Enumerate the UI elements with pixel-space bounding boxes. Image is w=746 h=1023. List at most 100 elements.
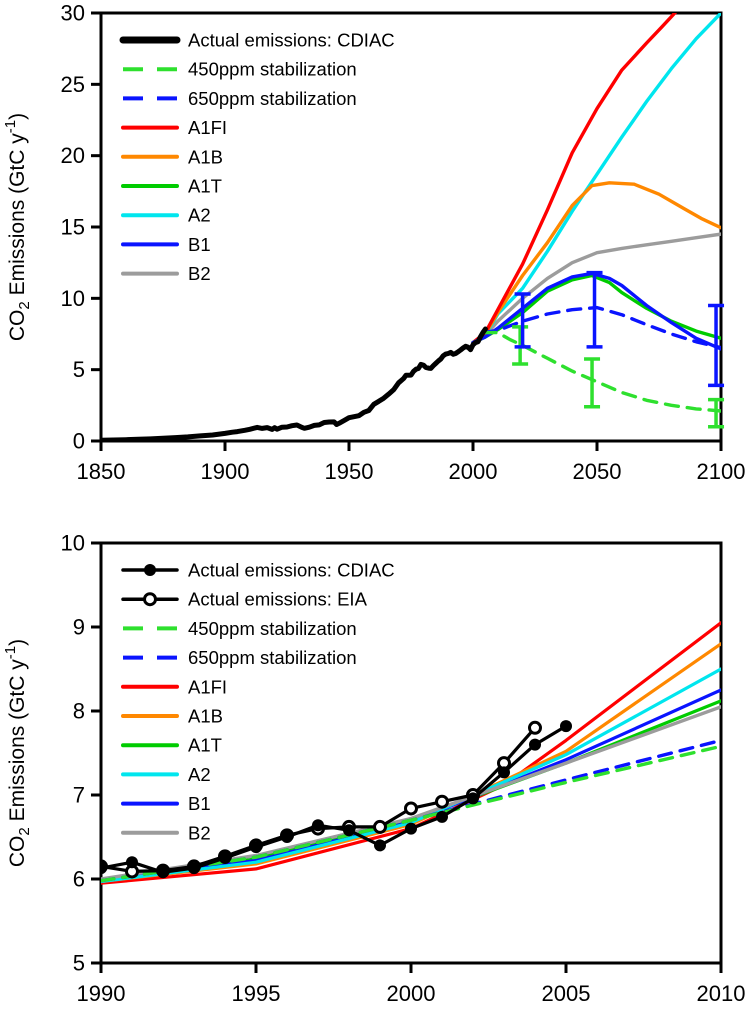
b2-line bbox=[471, 232, 721, 345]
actual-emissions-cdiac-line bbox=[101, 326, 488, 441]
legend-label: A1FI bbox=[188, 676, 227, 697]
450ppm-stabilization-line bbox=[481, 330, 721, 413]
bottom-panel-y-tick-label: 9 bbox=[73, 615, 85, 640]
legend-label: 650ppm stabilization bbox=[188, 88, 357, 109]
actual-emissions-cdiac-marker bbox=[219, 852, 231, 864]
bottom-panel-x-tick-label: 2010 bbox=[697, 981, 746, 1006]
bottom-panel-x-tick-label: 1995 bbox=[232, 981, 281, 1006]
legend-item-b1: B1 bbox=[121, 234, 211, 255]
error-bar bbox=[708, 303, 725, 388]
legend-item-a2: A2 bbox=[121, 764, 211, 785]
bottom-panel-y-tick-label: 10 bbox=[61, 531, 85, 556]
legend-swatch-filled-circle bbox=[144, 564, 156, 576]
bottom-panel-y-axis-title: CO2 Emissions (GtC y-1) bbox=[2, 639, 33, 867]
bottom-panel-y-tick-label: 7 bbox=[73, 783, 85, 808]
legend-label: A2 bbox=[188, 764, 211, 785]
legend-item-a1t: A1T bbox=[121, 176, 222, 197]
top-panel-x-tick-label: 2050 bbox=[573, 459, 622, 484]
legend-item-a1b: A1B bbox=[121, 146, 223, 167]
top-panel-x-tick-label: 1900 bbox=[201, 459, 250, 484]
error-bar bbox=[584, 357, 601, 409]
legend-item-a1fi: A1FI bbox=[121, 676, 227, 697]
bottom-panel-legend: Actual emissions: CDIAC Actual emissions:… bbox=[121, 560, 395, 843]
actual-emissions-cdiac-marker bbox=[126, 856, 138, 869]
legend-item-actual-emissions-cdiac: Actual emissions: CDIAC bbox=[121, 560, 395, 581]
actual-emissions-cdiac-marker bbox=[405, 822, 417, 835]
top-panel-y-tick-label: 25 bbox=[61, 72, 85, 97]
legend-item-a1fi: A1FI bbox=[121, 117, 227, 138]
legend-item-actual-emissions-eia: Actual emissions: EIA bbox=[121, 589, 368, 610]
error-bar bbox=[708, 397, 725, 429]
bottom-panel-x-tick-label: 2005 bbox=[542, 981, 591, 1006]
actual-emissions-eia-marker bbox=[373, 819, 387, 834]
bottom-panel-x-tick-label: 2000 bbox=[387, 981, 436, 1006]
bottom-panel-plot-area bbox=[101, 621, 721, 885]
legend-label: A2 bbox=[188, 205, 211, 226]
legend-item-b1: B1 bbox=[121, 793, 211, 814]
actual-emissions-cdiac-marker bbox=[374, 839, 386, 852]
legend-item-a1b: A1B bbox=[121, 706, 223, 727]
error-bar bbox=[514, 292, 531, 349]
legend-item-450ppm-stabilization: 450ppm stabilization bbox=[123, 59, 357, 80]
legend-label: Actual emissions: CDIAC bbox=[188, 30, 395, 51]
actual-emissions-eia-marker bbox=[404, 801, 418, 816]
legend-label: B1 bbox=[188, 234, 211, 255]
bottom-panel-y-tick-label: 8 bbox=[73, 699, 85, 724]
bottom-panel-y-tick-label: 5 bbox=[73, 951, 85, 976]
actual-emissions-cdiac-marker bbox=[188, 862, 200, 875]
legend-swatch-open-circle bbox=[143, 592, 157, 607]
450ppm-stabilization-line bbox=[101, 744, 721, 883]
error-bar bbox=[586, 270, 603, 349]
top-panel-x-tick-label: 1950 bbox=[325, 459, 374, 484]
legend-item-actual-emissions-cdiac: Actual emissions: CDIAC bbox=[119, 30, 395, 51]
bottom-panel-y-tick-label: 6 bbox=[73, 867, 85, 892]
top-panel-y-axis-title: CO2 Emissions (GtC y-1) bbox=[2, 113, 33, 341]
actual-emissions-cdiac-marker bbox=[560, 720, 572, 733]
legend-item-450ppm-stabilization: 450ppm stabilization bbox=[123, 618, 357, 639]
actual-emissions-cdiac-marker bbox=[436, 810, 448, 823]
top-panel-y-tick-label: 0 bbox=[73, 429, 85, 454]
legend-label: A1T bbox=[188, 735, 222, 756]
top-panel-y-tick-label: 5 bbox=[73, 357, 85, 382]
legend-label: Actual emissions: CDIAC bbox=[188, 560, 395, 581]
top-panel-y-tick-label: 30 bbox=[61, 1, 85, 26]
legend-label: A1B bbox=[188, 146, 223, 167]
legend-label: B1 bbox=[188, 793, 211, 814]
top-panel: 1850 1900 1950 2000 2050 2100 0 5 10 15 20 25 30 CO2 … bbox=[2, 1, 745, 485]
top-panel-y-tick-label: 20 bbox=[61, 143, 85, 168]
legend-label: B2 bbox=[188, 822, 211, 843]
actual-emissions-cdiac-marker bbox=[157, 866, 169, 879]
legend-item-b2: B2 bbox=[121, 822, 211, 843]
actual-emissions-eia-marker bbox=[528, 720, 542, 735]
legend-label: A1T bbox=[188, 176, 222, 197]
actual-emissions-cdiac-marker bbox=[281, 831, 293, 843]
legend-label: 450ppm stabilization bbox=[188, 618, 357, 639]
actual-emissions-eia-marker bbox=[435, 794, 449, 809]
legend-label: 450ppm stabilization bbox=[188, 59, 357, 80]
actual-emissions-cdiac-marker bbox=[467, 792, 479, 805]
actual-emissions-cdiac-marker bbox=[250, 841, 262, 854]
actual-emissions-cdiac-marker bbox=[529, 738, 541, 751]
actual-emissions-cdiac-marker bbox=[101, 862, 107, 875]
top-panel-y-tick-label: 10 bbox=[61, 286, 85, 311]
legend-label: A1FI bbox=[188, 117, 227, 138]
top-panel-x-tick-label: 1850 bbox=[77, 459, 126, 484]
legend-item-a1t: A1T bbox=[121, 735, 222, 756]
a1t-line bbox=[101, 699, 721, 882]
legend-item-650ppm-stabilization: 650ppm stabilization bbox=[123, 88, 357, 109]
bottom-panel-x-tick-label: 1990 bbox=[77, 981, 126, 1006]
top-panel-x-tick-label: 2100 bbox=[697, 459, 746, 484]
actual-emissions-cdiac-line bbox=[101, 724, 568, 874]
actual-emissions-cdiac-marker bbox=[343, 824, 355, 837]
legend-label: Actual emissions: EIA bbox=[188, 589, 368, 610]
top-panel-legend: Actual emissions: CDIAC 450ppm stabilizat… bbox=[119, 30, 395, 284]
legend-label: A1B bbox=[188, 706, 223, 727]
top-panel-y-tick-label: 15 bbox=[61, 215, 85, 240]
legend-item-650ppm-stabilization: 650ppm stabilization bbox=[123, 647, 357, 668]
top-panel-plot-area bbox=[101, 13, 721, 441]
top-panel-x-tick-label: 2000 bbox=[449, 459, 498, 484]
actual-emissions-cdiac-marker bbox=[312, 819, 324, 832]
legend-item-b2: B2 bbox=[121, 263, 211, 284]
